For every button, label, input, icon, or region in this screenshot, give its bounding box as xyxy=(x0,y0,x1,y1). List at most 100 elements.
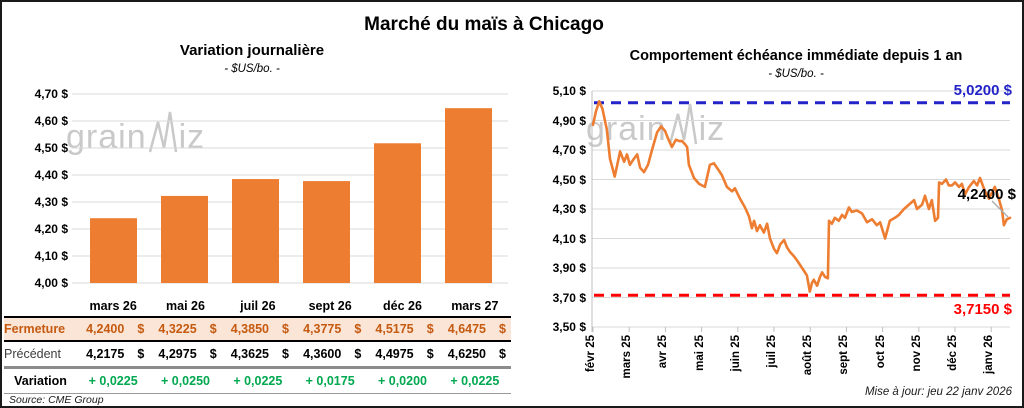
price-value: 4,3600 xyxy=(303,347,342,361)
month-label: déc 25 xyxy=(947,335,959,371)
label-leader-line xyxy=(991,200,1009,218)
currency-symbol: $ xyxy=(426,322,434,336)
month-label: janv 26 xyxy=(983,335,996,374)
month-label: oct 25 xyxy=(874,335,887,369)
month-label: nov 25 xyxy=(910,335,923,372)
bar-mai 26 xyxy=(161,195,208,283)
currency-symbol: $ xyxy=(282,322,289,336)
bar-y-tick-label: 4,40 $ xyxy=(34,168,68,182)
bar-chart-title: Variation journalière xyxy=(179,42,325,59)
currency-symbol: $ xyxy=(209,347,217,361)
table-cell: 4,2975 $ xyxy=(149,341,222,369)
currency-symbol: $ xyxy=(354,347,362,361)
price-value: 4,5175 xyxy=(375,322,414,336)
currency-symbol: $ xyxy=(137,347,145,361)
table-corner-cell xyxy=(4,295,77,317)
month-label: mars 25 xyxy=(621,335,634,379)
month-label: août 25 xyxy=(802,335,815,376)
currency-symbol: $ xyxy=(282,347,289,361)
column-header: mars 26 xyxy=(89,298,137,313)
table-cell: 4,3625 $ xyxy=(221,341,294,369)
support-level-label: 3,7150 $ xyxy=(953,301,1012,318)
table-row-precedent: Précédent 4,2175 $4,2975 $4,3625 $4,3600 $4,4… xyxy=(4,341,511,369)
table-cell: 4,3600 $ xyxy=(293,341,367,369)
line-y-tick-label: 4,50 $ xyxy=(552,172,586,187)
table-cell: 4,6475 $ xyxy=(438,316,511,342)
table-cell: 4,3225 $ xyxy=(149,316,222,342)
line-y-tick-label: 5,10 $ xyxy=(552,84,586,98)
line-y-tick-label: 4,30 $ xyxy=(552,202,586,216)
table-cell: 4,2400 $ xyxy=(77,316,150,342)
currency-symbol: $ xyxy=(209,322,217,336)
last-price-label: 4,2400 $ xyxy=(957,186,1016,203)
line-y-tick-label: 4,10 $ xyxy=(552,231,586,246)
table-row-variation: Variation + 0,0225 + 0,0250 + 0,0225 + 0,017… xyxy=(4,367,511,394)
table-cell: 4,3850 $ xyxy=(221,316,294,342)
table-cell: 4,4975 $ xyxy=(366,341,439,369)
futures-table: mars 26 mai 26 juil 26 sept 26 déc 26 mars 27… xyxy=(4,295,511,394)
bar-y-tick-label: 4,20 $ xyxy=(34,222,68,236)
row-label: Fermeture xyxy=(4,316,77,342)
bar-mars 26 xyxy=(90,218,137,283)
price-value: 4,2175 xyxy=(86,347,125,361)
row-label: Précédent xyxy=(4,341,77,369)
column-header: mars 27 xyxy=(451,298,499,313)
grainwiz-watermark: grain iz xyxy=(586,100,725,146)
bar-y-tick-label: 4,30 $ xyxy=(34,195,68,209)
month-label: sept 25 xyxy=(838,335,851,375)
bar-sept 26 xyxy=(303,181,350,283)
table-cell: 4,6250 $ xyxy=(438,341,511,369)
watermark-text-left: grain xyxy=(586,110,667,148)
bar-y-tick-label: 4,10 $ xyxy=(34,249,68,263)
table-cell: + 0,0200 xyxy=(366,367,439,394)
bar-y-tick-label: 4,70 $ xyxy=(34,87,68,101)
bar-y-tick-label: 4,60 $ xyxy=(34,114,68,128)
bar-y-tick-label: 4,50 $ xyxy=(34,141,68,155)
bar-chart-subtitle: - $US/bo. - xyxy=(224,63,280,75)
column-header: sept 26 xyxy=(308,298,352,313)
price-value: 4,3775 xyxy=(303,322,342,336)
currency-symbol: $ xyxy=(499,347,506,361)
column-header: juil 26 xyxy=(240,298,276,313)
line-chart-title: Comportement échéance immédiate depuis 1… xyxy=(629,48,963,64)
table-cell: 4,3775 $ xyxy=(293,316,367,342)
line-y-tick-label: 4,90 $ xyxy=(552,113,586,128)
currency-symbol: $ xyxy=(137,322,145,336)
source-note: Source: CME Group xyxy=(9,394,104,406)
currency-symbol: $ xyxy=(499,322,506,336)
page-title: Marché du maïs à Chicago xyxy=(364,14,604,35)
watermark-text-right: iz xyxy=(698,110,726,148)
bar-déc 26 xyxy=(374,143,421,283)
line-y-tick-label: 3,70 $ xyxy=(552,290,586,305)
price-line xyxy=(591,100,1012,293)
price-value: 4,6250 xyxy=(447,347,486,361)
table-cell: 4,2175 $ xyxy=(77,341,150,369)
line-y-tick-label: 3,90 $ xyxy=(552,261,586,275)
table-cell: + 0,0225 xyxy=(438,367,511,394)
table-cell: + 0,0175 xyxy=(293,367,367,394)
price-value: 4,3625 xyxy=(230,347,269,361)
currency-symbol: $ xyxy=(426,347,434,361)
bar-juil 26 xyxy=(232,179,279,283)
table-cell: + 0,0225 xyxy=(221,367,294,394)
bar-y-tick-label: 4,00 $ xyxy=(34,276,68,290)
price-value: 4,2975 xyxy=(158,347,197,361)
currency-symbol: $ xyxy=(354,322,362,336)
price-value: 4,4975 xyxy=(375,347,414,361)
line-y-tick-label: 4,70 $ xyxy=(552,143,586,157)
month-label: mai 25 xyxy=(693,335,706,371)
price-value: 4,6475 xyxy=(447,322,486,336)
price-value: 4,2400 xyxy=(86,322,125,336)
resistance-level-label: 5,0200 $ xyxy=(953,82,1012,99)
table-cell: + 0,0225 xyxy=(77,367,150,394)
update-date: Mise à jour: jeu 22 janv 2026 xyxy=(864,386,1012,398)
column-header: déc 26 xyxy=(383,298,422,313)
price-value: 4,3850 xyxy=(230,322,269,336)
price-value: 4,3225 xyxy=(158,322,197,336)
month-label: juin 25 xyxy=(729,335,742,372)
column-header: mai 26 xyxy=(166,298,205,313)
table-cell: 4,5175 $ xyxy=(366,316,439,342)
bar-mars 27 xyxy=(445,108,492,283)
month-label: avr 25 xyxy=(657,335,670,369)
